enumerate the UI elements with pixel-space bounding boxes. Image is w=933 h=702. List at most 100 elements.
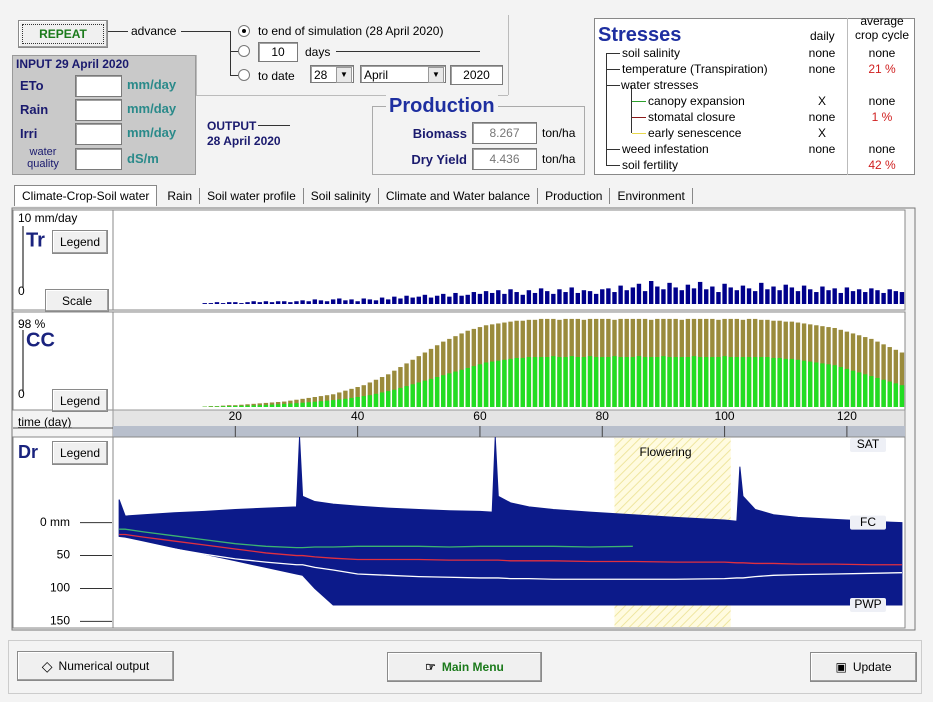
bar (557, 357, 562, 407)
bar (740, 357, 746, 407)
bar (740, 285, 746, 304)
bar (288, 302, 293, 304)
icon: ☞ (425, 660, 436, 674)
radio-end[interactable] (238, 25, 250, 37)
input-unit: dS/m (127, 151, 159, 166)
bar (386, 374, 391, 407)
bar (710, 357, 715, 407)
eto-input[interactable] (75, 75, 122, 97)
bar (330, 400, 336, 407)
bar (899, 352, 905, 407)
tab[interactable]: Climate-Crop-Soil water (14, 185, 158, 206)
irri-input[interactable] (75, 123, 122, 145)
bar (581, 290, 587, 304)
water-line (119, 539, 902, 580)
bar (532, 357, 538, 407)
bar (434, 377, 440, 407)
bar (214, 406, 220, 407)
bar (294, 301, 299, 304)
tab[interactable]: Climate and Water balance (379, 187, 539, 204)
rain-input[interactable] (75, 99, 122, 121)
update-button[interactable]: ▣ Update (810, 652, 917, 682)
tab[interactable]: Production (538, 187, 611, 204)
tab[interactable]: Rain (160, 187, 201, 204)
numerical-output-button[interactable]: ◇ Numerical output (17, 651, 174, 681)
bar (679, 357, 684, 407)
quality-input[interactable] (75, 148, 122, 170)
bar (673, 357, 678, 407)
stress-label: water stresses (621, 78, 699, 92)
bar (239, 303, 244, 304)
tab[interactable]: Soil water profile (200, 187, 304, 204)
bar (312, 401, 318, 407)
bar (239, 405, 244, 407)
bar (428, 378, 434, 407)
stress-label: early senescence (648, 126, 742, 140)
tab[interactable]: Soil salinity (304, 187, 379, 204)
bar (373, 393, 379, 407)
bar (373, 379, 379, 407)
stress-daily: none (800, 110, 844, 124)
stress-average: none (856, 142, 908, 156)
bar (655, 286, 660, 304)
tree-branch (606, 53, 620, 54)
radio-days[interactable] (238, 45, 250, 57)
tab-bar: Climate-Crop-Soil water Rain Soil water … (14, 185, 693, 206)
bar (587, 356, 593, 407)
days-input[interactable]: 10 (258, 42, 298, 62)
bar (789, 287, 795, 304)
y-tick-label: 50 (57, 548, 71, 562)
bar (752, 357, 758, 407)
x-tick-label: 100 (715, 409, 735, 423)
scale-button[interactable]: Scale (45, 289, 109, 312)
month-select[interactable]: April ▼ (360, 65, 446, 83)
bar (459, 369, 464, 407)
tab[interactable]: Environment (610, 187, 693, 204)
bar (214, 302, 220, 304)
connector (181, 31, 231, 32)
bar (795, 291, 801, 304)
bar (251, 301, 256, 304)
bar (863, 337, 868, 407)
bar (398, 367, 403, 407)
bar (759, 282, 764, 304)
bar (275, 404, 281, 407)
bar (477, 364, 483, 407)
legend-button[interactable]: Legend (52, 230, 108, 254)
bar (808, 361, 813, 407)
bar (771, 357, 776, 407)
bar (379, 297, 385, 304)
bar (661, 356, 666, 407)
bar (838, 367, 843, 407)
bar (618, 285, 623, 304)
bar (386, 391, 391, 407)
bar (808, 289, 813, 304)
bar (838, 292, 843, 304)
bar (587, 291, 593, 304)
bar (728, 287, 733, 304)
main-menu-button[interactable]: ☞ Main Menu (387, 652, 542, 682)
scale-button-label: Scale (61, 293, 93, 308)
year-input[interactable]: 2020 (450, 65, 503, 85)
bar (636, 356, 642, 407)
x-tick-label: 20 (229, 409, 243, 423)
repeat-button[interactable]: REPEAT (18, 20, 108, 48)
bar (471, 366, 477, 407)
radio-date[interactable] (238, 69, 250, 81)
bar (881, 344, 886, 407)
bar (318, 401, 324, 407)
bar (208, 406, 214, 407)
bar (398, 298, 403, 304)
bar (575, 292, 581, 304)
bar (716, 292, 721, 304)
bar (324, 400, 330, 407)
stress-label: stomatal closure (648, 110, 736, 124)
bar (288, 403, 293, 407)
legend-button[interactable]: Legend (52, 441, 108, 465)
bar (233, 302, 238, 304)
yield-value: 4.436 (472, 148, 537, 170)
day-select[interactable]: 28 ▼ (310, 65, 354, 83)
bar (263, 404, 269, 407)
legend-button[interactable]: Legend (52, 389, 108, 412)
bar (465, 367, 470, 407)
